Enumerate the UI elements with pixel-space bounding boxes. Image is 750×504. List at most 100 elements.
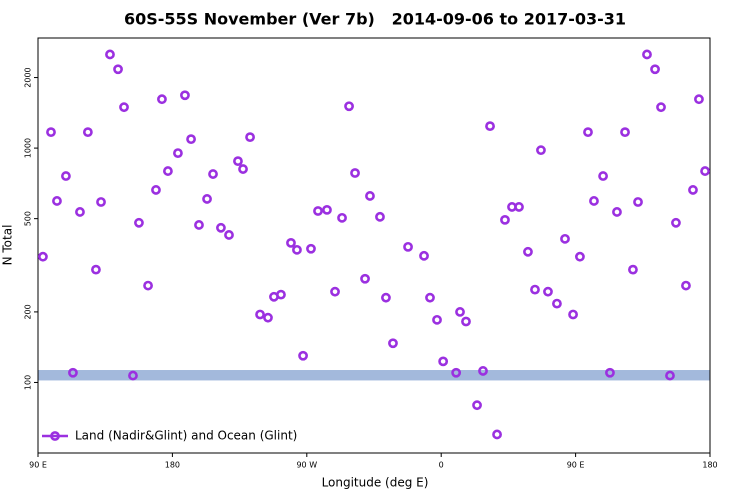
point xyxy=(82,127,93,138)
point xyxy=(276,289,286,300)
x-axis-label: Longitude (deg E) xyxy=(322,476,429,490)
point xyxy=(233,156,243,167)
y-tick-label: 500 xyxy=(24,211,33,226)
point xyxy=(612,207,622,217)
point xyxy=(157,94,167,105)
y-tick-label: 200 xyxy=(24,304,33,319)
y-tick-label: 1000 xyxy=(24,138,33,158)
point xyxy=(381,292,391,303)
point xyxy=(432,314,442,325)
point xyxy=(530,284,540,295)
point xyxy=(589,196,599,206)
x-tick-label: 0 xyxy=(439,461,444,470)
point xyxy=(688,185,698,195)
point xyxy=(575,251,585,262)
point xyxy=(322,204,332,215)
point xyxy=(598,171,608,181)
point xyxy=(245,132,255,143)
point xyxy=(134,217,144,228)
point xyxy=(478,366,488,376)
point xyxy=(523,246,533,257)
point xyxy=(292,244,302,255)
x-tick-label: 180 xyxy=(165,461,180,470)
chart-title: 60S-55S November (Ver 7b) 2014-09-06 to … xyxy=(124,10,626,29)
point xyxy=(113,64,123,75)
point xyxy=(105,49,115,60)
point xyxy=(650,64,660,75)
point xyxy=(360,273,370,284)
point xyxy=(202,194,212,204)
point xyxy=(633,197,643,207)
point xyxy=(194,220,204,230)
point xyxy=(306,243,316,254)
point xyxy=(543,286,553,297)
point xyxy=(694,94,704,105)
point xyxy=(514,202,524,212)
x-tick-label: 90 W xyxy=(296,461,317,470)
point xyxy=(492,429,502,440)
point xyxy=(620,127,630,138)
point xyxy=(365,191,375,201)
point xyxy=(313,206,323,216)
point xyxy=(628,264,638,275)
plot-frame xyxy=(37,37,711,454)
point xyxy=(38,251,48,262)
point xyxy=(68,367,78,378)
point xyxy=(455,307,465,317)
point xyxy=(163,166,173,176)
y-axis-label: N Total xyxy=(1,225,15,266)
point xyxy=(681,280,691,291)
point xyxy=(186,134,196,145)
point xyxy=(461,316,471,327)
point xyxy=(216,222,226,233)
point xyxy=(224,230,234,240)
point xyxy=(344,101,354,112)
x-tick-label: 90 E xyxy=(29,461,47,470)
x-tick-label: 90 E xyxy=(567,461,585,470)
point xyxy=(119,102,129,113)
point xyxy=(128,370,138,381)
y-tick-label: 100 xyxy=(24,375,33,390)
point xyxy=(472,400,482,411)
point xyxy=(451,367,462,378)
point xyxy=(330,286,340,297)
point xyxy=(61,171,71,181)
point xyxy=(536,145,546,156)
point xyxy=(485,121,495,132)
point xyxy=(403,241,413,252)
point xyxy=(298,350,308,361)
point xyxy=(286,237,296,248)
point xyxy=(375,211,385,222)
point xyxy=(656,102,666,113)
point xyxy=(151,185,161,195)
point xyxy=(605,367,615,378)
point xyxy=(173,148,183,159)
point xyxy=(255,309,265,320)
point xyxy=(96,197,106,207)
y-tick-label: 2000 xyxy=(24,67,33,87)
point xyxy=(425,292,435,303)
point xyxy=(552,298,562,309)
point xyxy=(46,127,56,138)
reference-band xyxy=(38,370,710,381)
point xyxy=(180,90,190,101)
point xyxy=(350,168,360,178)
point xyxy=(91,264,101,275)
point xyxy=(143,280,153,291)
point xyxy=(671,217,681,228)
legend-marker xyxy=(50,431,60,441)
x-tick-label: 180 xyxy=(702,461,717,470)
point xyxy=(52,196,62,206)
point xyxy=(700,166,710,176)
point xyxy=(337,212,347,223)
point xyxy=(568,309,578,320)
legend-label: Land (Nadir&Glint) and Ocean (Glint) xyxy=(75,429,297,443)
point xyxy=(438,356,449,367)
point xyxy=(665,370,675,381)
point xyxy=(500,214,510,225)
point xyxy=(263,312,273,323)
point xyxy=(208,169,218,179)
point xyxy=(388,338,398,349)
point xyxy=(560,233,570,244)
